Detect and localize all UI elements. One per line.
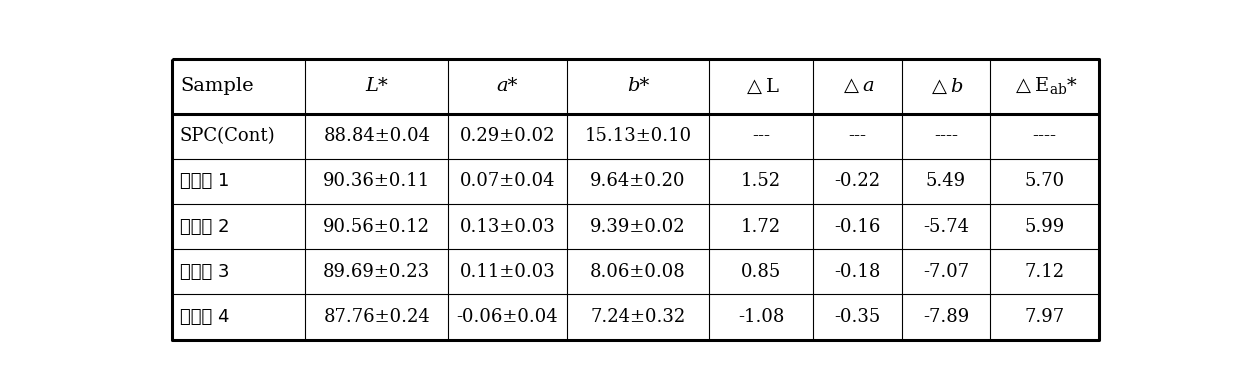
Text: -0.22: -0.22: [835, 172, 880, 190]
Text: -0.16: -0.16: [835, 218, 880, 236]
Text: -0.06±0.04: -0.06±0.04: [456, 308, 558, 326]
Text: 0.29±0.02: 0.29±0.02: [460, 127, 556, 145]
Text: 0.85: 0.85: [742, 263, 781, 281]
Text: 88.84±0.04: 88.84±0.04: [324, 127, 430, 145]
Text: 5.49: 5.49: [926, 172, 966, 190]
Text: 7.12: 7.12: [1024, 263, 1065, 281]
Text: 实施例 1: 实施例 1: [180, 172, 229, 190]
Text: -7.07: -7.07: [923, 263, 968, 281]
Text: Sample: Sample: [180, 77, 254, 95]
Text: SPC(Cont): SPC(Cont): [180, 127, 275, 145]
Text: 15.13±0.10: 15.13±0.10: [584, 127, 692, 145]
Text: ---: ---: [753, 127, 770, 145]
Text: ----: ----: [934, 127, 959, 145]
Text: -5.74: -5.74: [923, 218, 968, 236]
Text: 0.07±0.04: 0.07±0.04: [460, 172, 556, 190]
Text: -1.08: -1.08: [738, 308, 785, 326]
Text: a*: a*: [497, 77, 518, 95]
Text: 9.64±0.20: 9.64±0.20: [590, 172, 686, 190]
Text: 5.99: 5.99: [1024, 218, 1065, 236]
Text: $\triangle$L: $\triangle$L: [743, 76, 780, 96]
Text: 1.52: 1.52: [742, 172, 781, 190]
Text: 7.24±0.32: 7.24±0.32: [590, 308, 686, 326]
Text: 实施例 4: 实施例 4: [180, 308, 229, 326]
Text: 89.69±0.23: 89.69±0.23: [324, 263, 430, 281]
Text: 7.97: 7.97: [1024, 308, 1065, 326]
Text: 90.36±0.11: 90.36±0.11: [324, 172, 430, 190]
Text: $\triangle$b: $\triangle$b: [928, 76, 963, 96]
Text: 1.72: 1.72: [742, 218, 781, 236]
Text: ----: ----: [1033, 127, 1056, 145]
Text: -7.89: -7.89: [923, 308, 970, 326]
Text: 90.56±0.12: 90.56±0.12: [324, 218, 430, 236]
Text: 实施例 2: 实施例 2: [180, 218, 229, 236]
Text: 0.11±0.03: 0.11±0.03: [460, 263, 556, 281]
Text: ---: ---: [848, 127, 867, 145]
Text: L*: L*: [366, 77, 388, 95]
Text: b*: b*: [627, 77, 649, 95]
Text: -0.18: -0.18: [835, 263, 880, 281]
Text: $\triangle$a: $\triangle$a: [839, 77, 874, 95]
Text: 9.39±0.02: 9.39±0.02: [590, 218, 686, 236]
Text: $\triangle$E$_{\mathregular{ab}}$*: $\triangle$E$_{\mathregular{ab}}$*: [1012, 76, 1078, 97]
Text: 8.06±0.08: 8.06±0.08: [590, 263, 686, 281]
Text: 实施例 3: 实施例 3: [180, 263, 229, 281]
Text: 87.76±0.24: 87.76±0.24: [324, 308, 430, 326]
Text: 5.70: 5.70: [1024, 172, 1065, 190]
Text: -0.35: -0.35: [835, 308, 880, 326]
Text: 0.13±0.03: 0.13±0.03: [460, 218, 556, 236]
